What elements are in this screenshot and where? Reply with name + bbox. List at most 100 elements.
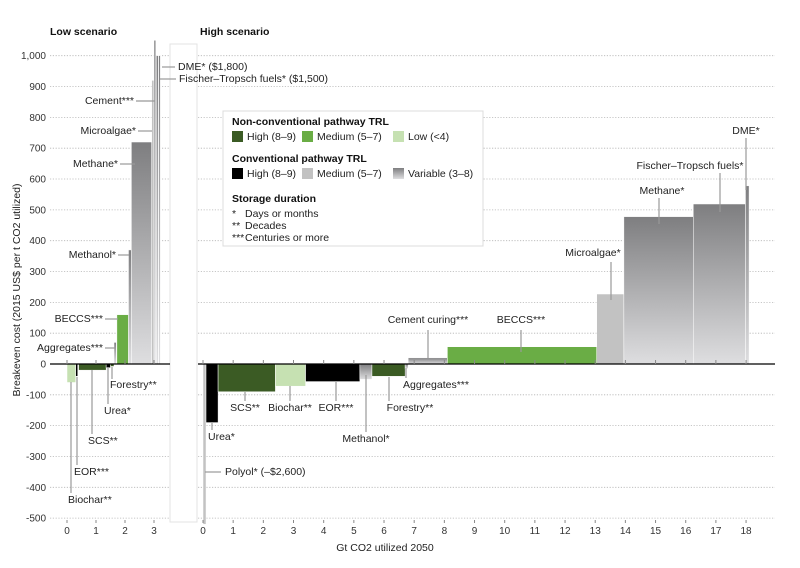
legend-swatch-conv-high bbox=[232, 168, 243, 179]
bar-label: Urea* bbox=[104, 405, 131, 417]
bar-0-10 bbox=[153, 40, 156, 365]
bar-label: Methanol* bbox=[69, 249, 116, 261]
bar-label: Aggregates*** bbox=[403, 379, 469, 391]
legend-storage-mark: ** bbox=[232, 220, 240, 232]
bar-label: EOR*** bbox=[318, 402, 353, 414]
y-tick-label: 400 bbox=[29, 236, 46, 247]
x-tick-label: 0 bbox=[200, 526, 206, 537]
bar-label: Cement*** bbox=[85, 95, 134, 107]
bars bbox=[66, 40, 750, 525]
y-axis-label: Breakeven cost (2015 US$ per t CO2 utili… bbox=[11, 183, 23, 396]
legend-storage-mark: * bbox=[232, 208, 236, 220]
legend-swatch-nonconv-high bbox=[232, 131, 243, 142]
bar-labels: Biochar** EOR*** SCS** Urea* Forestry** Aggre… bbox=[37, 61, 760, 506]
legend-storage-mark: *** bbox=[232, 232, 244, 244]
bar-label: Microalgae* bbox=[81, 125, 136, 137]
x-tick-label: 16 bbox=[680, 526, 692, 537]
legend-item: Low (<4) bbox=[408, 131, 449, 143]
legend-storage-text: Days or months bbox=[245, 208, 319, 220]
x-tick-label: 7 bbox=[411, 526, 417, 537]
x-tick-label: 1 bbox=[230, 526, 236, 537]
legend: Non-conventional pathway TRL High (8–9) … bbox=[222, 110, 484, 247]
y-tick-label: -400 bbox=[26, 483, 46, 494]
bar-label: BECCS*** bbox=[497, 314, 545, 326]
x-tick-label: 12 bbox=[559, 526, 571, 537]
legend-storage-title: Storage duration bbox=[232, 193, 316, 205]
bar-1-12 bbox=[693, 203, 746, 365]
x-tick-label: 2 bbox=[122, 526, 128, 537]
y-tick-label: -300 bbox=[26, 452, 46, 463]
panel-title-low: Low scenario bbox=[50, 26, 117, 38]
bar-1-13 bbox=[745, 185, 750, 365]
bar-label: Urea* bbox=[208, 431, 235, 443]
y-tick-label: 600 bbox=[29, 175, 46, 186]
x-tick-label: 5 bbox=[351, 526, 357, 537]
x-tick-label: 2 bbox=[261, 526, 267, 537]
bar-0-8 bbox=[131, 141, 152, 365]
x-tick-label: 18 bbox=[740, 526, 752, 537]
bar-1-7 bbox=[404, 363, 409, 369]
bar-label: Methanol* bbox=[342, 433, 389, 445]
legend-item: Medium (5–7) bbox=[317, 168, 382, 180]
bar-label: Methane* bbox=[640, 185, 685, 197]
legend-swatch-conv-variable bbox=[393, 168, 404, 179]
y-tick-label: -200 bbox=[26, 421, 46, 432]
bar-label: Biochar** bbox=[68, 494, 112, 506]
bar-1-0 bbox=[202, 363, 207, 525]
bar-0-6 bbox=[116, 314, 129, 365]
legend-nonconv-title: Non-conventional pathway TRL bbox=[232, 116, 390, 128]
legend-swatch-conv-medium bbox=[302, 168, 313, 179]
legend-item: Medium (5–7) bbox=[317, 131, 382, 143]
x-tick-label: 15 bbox=[650, 526, 662, 537]
legend-item: Variable (3–8) bbox=[408, 168, 473, 180]
x-tick-label: 14 bbox=[620, 526, 632, 537]
bar-label: Cement curing*** bbox=[388, 314, 469, 326]
x-tick-label: 10 bbox=[499, 526, 511, 537]
y-tick-label: 300 bbox=[29, 267, 46, 278]
bar-1-6 bbox=[371, 363, 406, 377]
bar-1-3 bbox=[275, 363, 306, 387]
bar-label: Microalgae* bbox=[565, 247, 620, 259]
x-tick-label: 9 bbox=[472, 526, 478, 537]
gridlines bbox=[50, 55, 775, 519]
bar-0-0 bbox=[66, 363, 76, 383]
y-axis-ticks: 1,000 900 800 700 600 500 400 300 200 100 0 -100 -20… bbox=[21, 51, 46, 524]
bar-label: Fischer–Tropsch fuels* ($1,500) bbox=[179, 73, 328, 85]
bar-label: DME* bbox=[732, 125, 759, 137]
bar-label: Methane* bbox=[73, 158, 118, 170]
bar-label: DME* ($1,800) bbox=[178, 61, 247, 73]
x-tick-label: 11 bbox=[530, 526, 541, 537]
y-tick-label: 500 bbox=[29, 205, 46, 216]
legend-conv-title: Conventional pathway TRL bbox=[232, 153, 367, 165]
y-tick-label: 200 bbox=[29, 298, 46, 309]
y-tick-label: 100 bbox=[29, 329, 46, 340]
legend-swatch-nonconv-low bbox=[393, 131, 404, 142]
bar-1-11 bbox=[623, 216, 694, 365]
bar-label: Biochar** bbox=[268, 402, 312, 414]
legend-storage-text: Centuries or more bbox=[245, 232, 329, 244]
y-tick-label: -500 bbox=[26, 514, 46, 525]
bar-0-7 bbox=[128, 249, 132, 365]
bar-0-5 bbox=[113, 342, 117, 365]
legend-swatch-nonconv-medium bbox=[302, 131, 313, 142]
bar-label: Fischer–Tropsch fuels* bbox=[637, 160, 744, 172]
y-tick-label: 900 bbox=[29, 82, 46, 93]
legend-item: High (8–9) bbox=[247, 131, 296, 143]
legend-box bbox=[222, 110, 484, 247]
bar-label: Aggregates*** bbox=[37, 342, 103, 354]
legend-storage-text: Decades bbox=[245, 220, 286, 232]
bar-label: Forestry** bbox=[110, 379, 157, 391]
bar-0-2 bbox=[78, 363, 107, 371]
x-tick-label: 13 bbox=[590, 526, 602, 537]
bar-1-2 bbox=[217, 363, 276, 392]
bar-0-9 bbox=[151, 80, 155, 365]
y-tick-label: 700 bbox=[29, 144, 46, 155]
y-tick-label: 0 bbox=[40, 360, 46, 371]
bar-label: EOR*** bbox=[74, 466, 109, 478]
panel-title-high: High scenario bbox=[200, 26, 269, 38]
bar-1-4 bbox=[305, 363, 361, 382]
x-tick-label: 17 bbox=[710, 526, 722, 537]
bar-label: Forestry** bbox=[387, 402, 434, 414]
bar-1-9 bbox=[447, 346, 597, 365]
